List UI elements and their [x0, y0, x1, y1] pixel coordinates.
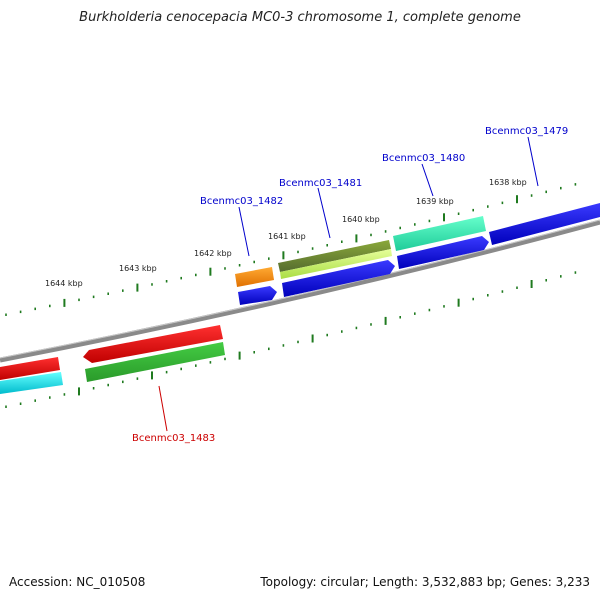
cds-feature-1481-olive[interactable]	[278, 240, 391, 272]
tick-label-1639: 1639 kbp	[416, 197, 454, 206]
cds-feature-1482-orange[interactable]	[235, 267, 274, 287]
genome-backbone	[0, 219, 600, 363]
cds-feature-blue-3[interactable]	[397, 236, 489, 269]
cds-feature-blue-2[interactable]	[282, 260, 395, 297]
tick-label-1640: 1640 kbp	[342, 215, 380, 224]
gene-label-1479: Bcenmc03_1479	[485, 126, 568, 137]
cds-feature-red-1483[interactable]	[83, 325, 223, 363]
gene-label-1482: Bcenmc03_1482	[200, 196, 283, 207]
inner-tick-ring	[5, 271, 577, 408]
accession-label: Accession: NC_010508	[9, 575, 146, 589]
gene-callouts	[158, 136, 539, 432]
cds-feature-blue-1[interactable]	[238, 286, 277, 305]
gene-labels: Bcenmc03_1479 Bcenmc03_1480 Bcenmc03_148…	[132, 126, 568, 444]
cds-feature-1480-teal[interactable]	[393, 216, 486, 251]
outer-tick-ring	[5, 183, 577, 316]
tick-label-1641: 1641 kbp	[268, 232, 306, 241]
tick-label-1638: 1638 kbp	[489, 178, 527, 187]
gene-label-1483: Bcenmc03_1483	[132, 433, 215, 444]
cds-feature-red-left[interactable]	[0, 357, 60, 380]
cds-feature-1481-lime[interactable]	[280, 249, 392, 279]
cds-feature-blue-4[interactable]	[489, 203, 600, 245]
tick-label-1644: 1644 kbp	[45, 279, 83, 288]
tick-label-1643: 1643 kbp	[119, 264, 157, 273]
gene-label-1480: Bcenmc03_1480	[382, 153, 465, 164]
scale-labels: 1638 kbp 1639 kbp 1640 kbp 1641 kbp 1642…	[45, 178, 527, 288]
genome-backbone-highlight	[0, 219, 600, 359]
cds-feature-green-1483[interactable]	[85, 342, 225, 382]
cds-feature-cyan[interactable]	[0, 372, 63, 394]
genome-summary-label: Topology: circular; Length: 3,532,883 bp…	[260, 575, 590, 589]
tick-label-1642: 1642 kbp	[194, 249, 232, 258]
gene-label-1481: Bcenmc03_1481	[279, 178, 362, 189]
map-title: Burkholderia cenocepacia MC0-3 chromosom…	[79, 10, 521, 25]
